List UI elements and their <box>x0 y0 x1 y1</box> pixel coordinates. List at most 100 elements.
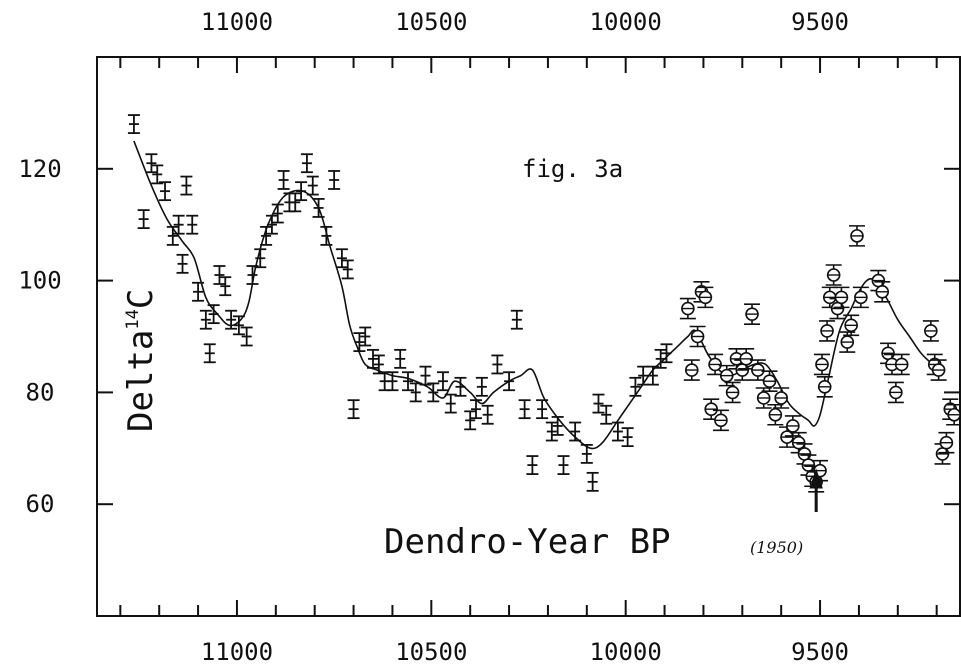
plot-frame <box>96 56 961 617</box>
data-point-circle <box>848 225 865 247</box>
data-point-bar <box>654 348 667 369</box>
data-point-bar <box>526 455 539 475</box>
data-point-bar <box>353 332 366 352</box>
data-point-bar <box>436 371 449 392</box>
data-point-bar <box>629 376 642 397</box>
data-point-bar <box>137 209 150 230</box>
data-point-circle <box>829 297 846 320</box>
data-point-bar <box>166 225 179 246</box>
data-point-bar <box>569 421 582 442</box>
data-point-bar <box>159 181 172 202</box>
data-point-bar <box>176 253 189 274</box>
data-point-bar <box>481 404 494 425</box>
data-point-bar <box>464 410 477 431</box>
data-point-circle <box>744 303 761 325</box>
data-point-bar <box>419 365 432 386</box>
data-point-bar <box>600 404 613 425</box>
data-point-circle <box>712 409 729 432</box>
data-point-bar <box>592 393 605 414</box>
data-point-circle <box>934 443 951 465</box>
data-point-circle <box>843 314 860 337</box>
data-point-circle <box>833 286 850 309</box>
x-axis-label: Dendro-Year BP <box>384 522 671 562</box>
data-points <box>127 114 961 493</box>
data-point-circle <box>697 286 714 309</box>
x-tick-label-bottom: 9500 <box>791 638 849 666</box>
data-point-circle <box>813 353 830 376</box>
data-point-bar <box>611 421 624 442</box>
x-tick-label-top: 10000 <box>590 8 662 36</box>
data-point-circle <box>738 348 755 370</box>
data-point-bar <box>300 153 313 174</box>
data-point-circle <box>887 381 904 404</box>
svg-text:Delta14C: Delta14C <box>121 289 161 432</box>
data-point-bar <box>545 421 558 442</box>
data-point-bar <box>277 170 290 190</box>
data-point-bar <box>580 443 593 464</box>
y-axis-label-superscript: 14 <box>123 309 143 329</box>
data-point-circle <box>819 320 836 342</box>
data-point-bar <box>409 382 422 403</box>
data-point-bar <box>491 354 504 375</box>
data-point-bar <box>518 399 531 420</box>
x-tick-label-bottom: 10500 <box>395 638 467 666</box>
data-point-bar <box>359 326 372 347</box>
data-point-circle <box>749 359 766 381</box>
arrow-marker <box>809 468 823 512</box>
data-point-bar <box>246 265 259 285</box>
data-point-bar <box>372 354 385 375</box>
data-point-circle <box>893 353 910 376</box>
data-point-circle <box>816 376 833 398</box>
x-tick-label-top: 11000 <box>201 8 273 36</box>
data-point-bar <box>551 416 564 436</box>
data-point-bar <box>127 114 140 134</box>
x-tick-label-bottom: 10000 <box>590 638 662 666</box>
y-axis-label-main: Delta <box>121 330 161 432</box>
data-point-bar <box>427 382 440 403</box>
data-point-circle <box>689 325 706 348</box>
data-point-bar <box>328 170 341 190</box>
data-point-bar <box>470 399 483 420</box>
data-point-circle <box>938 431 955 454</box>
data-point-bar <box>203 343 216 364</box>
data-point-circle <box>930 359 947 381</box>
data-point-bar <box>151 164 164 185</box>
data-point-bar <box>271 203 284 224</box>
x-tick-label-top: 9500 <box>791 8 849 36</box>
data-point-bar <box>621 427 634 448</box>
data-point-bar <box>347 399 360 420</box>
data-point-circle <box>761 370 778 393</box>
data-point-bar <box>394 348 407 369</box>
data-point-bar <box>225 309 238 330</box>
arrow-head <box>809 468 823 489</box>
y-tick-label: 80 <box>26 378 55 406</box>
data-point-bar <box>199 309 212 330</box>
y-axis-label: Delta14C <box>121 289 161 432</box>
data-point-bar <box>254 248 267 269</box>
data-point-bar <box>186 214 199 235</box>
data-point-bar <box>306 175 319 196</box>
data-point-bar <box>192 281 205 302</box>
data-point-bar <box>503 371 516 392</box>
data-point-bar <box>145 153 158 174</box>
data-point-circle <box>790 431 807 454</box>
data-point-circle <box>724 381 741 404</box>
data-point-bar <box>341 259 354 280</box>
data-point-bar <box>401 371 414 392</box>
data-point-bar <box>475 376 488 397</box>
x-axis-label-note: (1950) <box>750 538 803 557</box>
data-point-bar <box>207 304 220 325</box>
y-tick-label: 60 <box>26 490 55 518</box>
data-point-bar <box>335 248 348 269</box>
data-point-bar <box>295 181 308 202</box>
data-point-bar <box>586 471 599 492</box>
data-point-bar <box>444 393 457 414</box>
x-tick-label-bottom: 11000 <box>201 638 273 666</box>
data-point-bar <box>660 343 673 364</box>
data-point-bar <box>557 455 570 475</box>
axes <box>96 56 961 617</box>
data-point-bar <box>213 265 226 285</box>
tick-marks <box>97 57 960 616</box>
data-point-bar <box>265 214 278 235</box>
